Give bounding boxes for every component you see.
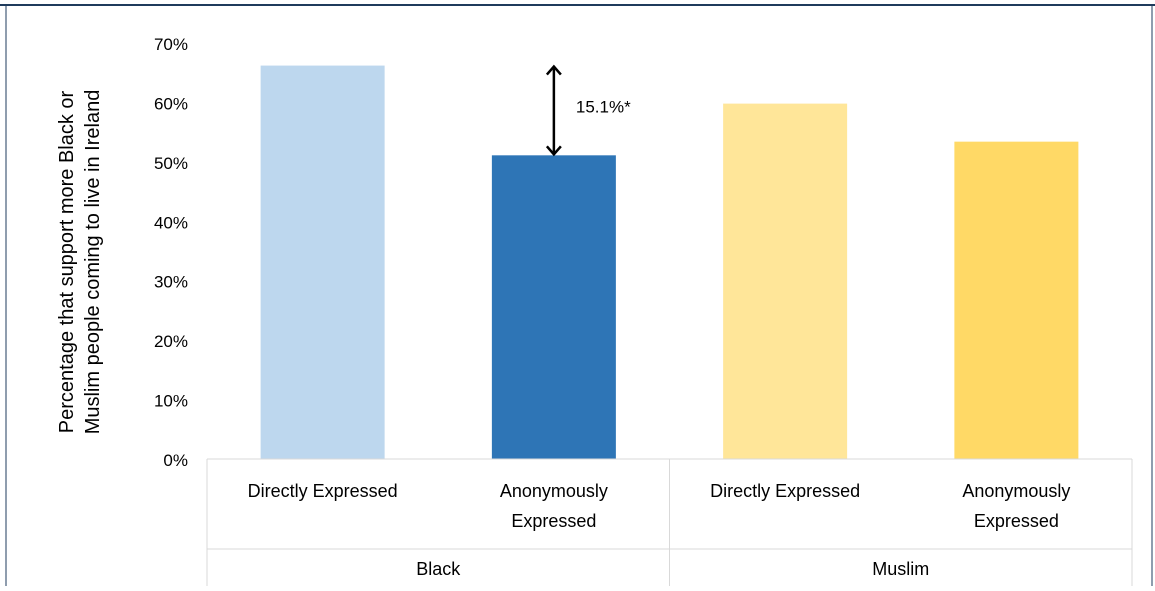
y-axis-title: Percentage that support more Black or Mu… [56,90,104,435]
y-tick-label: 0% [163,451,188,470]
bar [260,65,385,459]
x-tick-label: Anonymously [500,481,608,501]
group-label: Muslim [872,559,929,579]
bars [260,65,1079,460]
x-tick-label: Expressed [974,511,1059,531]
y-tick-label: 40% [154,213,188,232]
y-tick-label: 10% [154,392,188,411]
y-tick-label: 50% [154,154,188,173]
x-tick-label: Expressed [511,511,596,531]
x-tick-label: Anonymously [962,481,1070,501]
y-tick-label: 30% [154,273,188,292]
difference-annotation: 15.1%* [545,64,631,157]
y-tick-label: 60% [154,94,188,113]
annotation-arrowhead-top [545,64,562,76]
x-tick-label: Directly Expressed [710,481,860,501]
y-axis-ticks: 0% 10% 20% 30% 40% 50% 60% 70% [154,35,188,470]
y-tick-label: 20% [154,332,188,351]
y-axis-title-line-1: Percentage that support more Black or [56,90,78,433]
bar [723,103,848,460]
group-label: Black [416,559,461,579]
bar [491,155,616,459]
bar [954,141,1079,459]
annotation-arrowhead-bottom [545,145,562,157]
annotation-label: 15.1%* [576,97,631,116]
y-axis-title-line-2: Muslim people coming to live in Ireland [82,90,104,435]
x-tick-label: Directly Expressed [248,481,398,501]
x-axis: Directly Expressed Anonymously Expressed Di… [206,458,1133,586]
y-tick-label: 70% [154,35,188,54]
